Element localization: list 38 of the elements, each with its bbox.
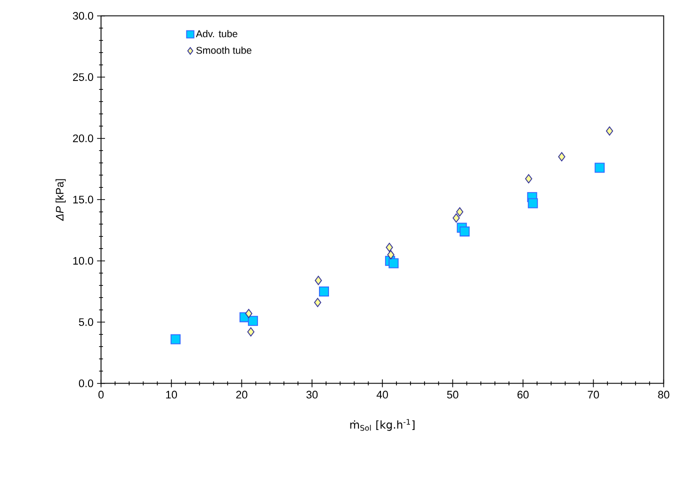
- legend-label: Smooth tube: [196, 46, 252, 54]
- x-tick-label: 80: [658, 390, 670, 398]
- point: [388, 258, 399, 268]
- point: [247, 327, 254, 336]
- x-axis-title: ṁ$_{Sol}$ [kg.h$^{-1}$]: [350, 418, 414, 431]
- x-tick-label: 70: [588, 390, 599, 398]
- x-tick-label: 40: [376, 390, 388, 398]
- point: [318, 286, 329, 296]
- x-tick-label: 0: [98, 390, 104, 398]
- y-tick-label: 0.0: [78, 379, 94, 387]
- x-tick-label: 20: [236, 390, 248, 398]
- point: [606, 126, 614, 136]
- y-tick-label: 25.0: [73, 73, 94, 81]
- point: [558, 152, 566, 162]
- point: [314, 276, 322, 285]
- point: [387, 250, 394, 260]
- point: [528, 198, 538, 208]
- y-tick-label: 20.0: [73, 134, 94, 142]
- y-tick-label: 15.0: [73, 196, 94, 204]
- point: [456, 207, 464, 216]
- x-tick-label: 10: [166, 390, 177, 398]
- x-tick-label: 50: [447, 390, 458, 398]
- y-tick-label: 30.0: [72, 12, 94, 20]
- legend-label: Adv. tube: [196, 30, 238, 38]
- y-axis-title: ΔP [kPa]: [56, 179, 66, 221]
- point: [460, 226, 470, 236]
- point: [594, 162, 605, 173]
- x-tick-label: 30: [306, 390, 318, 398]
- point: [452, 213, 460, 222]
- point: [525, 174, 532, 184]
- point: [314, 298, 322, 307]
- point: [248, 316, 258, 326]
- point: [386, 242, 393, 252]
- y-tick-label: 10.0: [73, 256, 94, 264]
- y-tick-label: 5.0: [78, 318, 94, 326]
- point: [170, 334, 181, 344]
- x-tick-label: 60: [518, 390, 529, 398]
- point: [245, 308, 252, 318]
